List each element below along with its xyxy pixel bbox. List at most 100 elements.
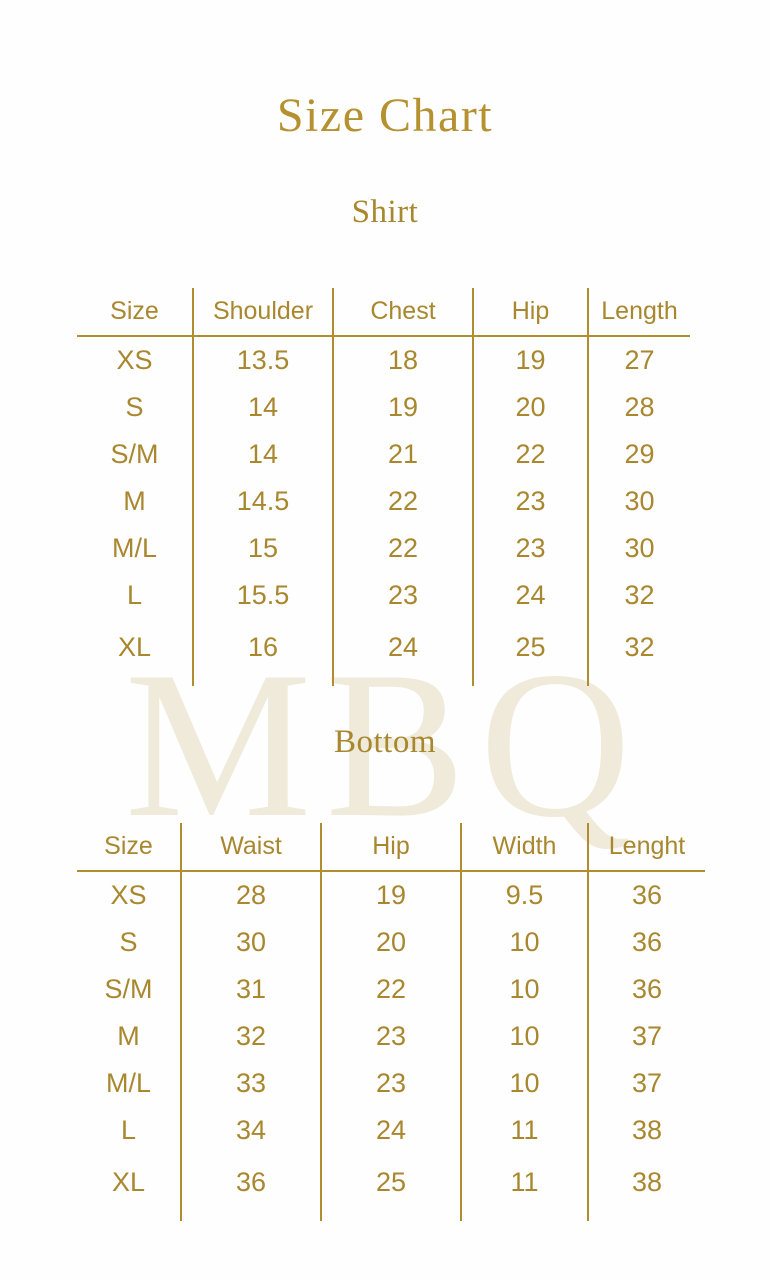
- cell-shoulder: 16: [193, 619, 334, 686]
- cell-size: XL: [77, 1154, 182, 1221]
- section-heading-bottom: Bottom: [333, 724, 437, 760]
- column-header-hip: Hip: [321, 823, 462, 872]
- cell-width: 11: [461, 1154, 589, 1221]
- table-row: M/L 33 23 10 37: [77, 1060, 705, 1107]
- column-header-length: Lenght: [588, 823, 705, 872]
- column-header-hip: Hip: [473, 288, 589, 337]
- cell-hip: 24: [321, 1107, 462, 1154]
- cell-size: M: [77, 1013, 182, 1060]
- cell-size: XS: [77, 871, 182, 919]
- size-table-shirt: Size Shoulder Chest Hip Length XS 13.5 1…: [77, 288, 690, 686]
- cell-shoulder: 13.5: [193, 336, 334, 384]
- cell-hip: 23: [473, 478, 589, 525]
- table-row: M 14.5 22 23 30: [77, 478, 690, 525]
- cell-hip: 23: [321, 1060, 462, 1107]
- cell-chest: 21: [333, 431, 474, 478]
- table-row: S 30 20 10 36: [77, 919, 705, 966]
- cell-length: 32: [624, 632, 655, 662]
- column-header-size: Size: [77, 823, 182, 872]
- table-row: L 15.5 23 24 32: [77, 572, 690, 619]
- table-row: XS 13.5 18 19 27: [77, 336, 690, 384]
- cell-length: 28: [624, 392, 655, 422]
- cell-width: 11: [461, 1107, 589, 1154]
- cell-waist: 30: [181, 919, 322, 966]
- cell-shoulder: 15.5: [193, 572, 334, 619]
- cell-width: 9.5: [461, 871, 589, 919]
- cell-length: 29: [624, 439, 655, 469]
- column-header-shoulder: Shoulder: [193, 288, 334, 337]
- cell-length: 38: [631, 1115, 663, 1145]
- cell-hip: 24: [473, 572, 589, 619]
- cell-width: 10: [461, 966, 589, 1013]
- cell-hip: 23: [321, 1013, 462, 1060]
- cell-shoulder: 14: [193, 384, 334, 431]
- cell-hip: 20: [321, 919, 462, 966]
- table-row: S/M 14 21 22 29: [77, 431, 690, 478]
- column-header-waist: Waist: [181, 823, 322, 872]
- column-header-chest: Chest: [333, 288, 474, 337]
- cell-waist: 32: [181, 1013, 322, 1060]
- cell-size: L: [77, 1107, 182, 1154]
- table-header-row: Size Waist Hip Width Lenght: [77, 823, 705, 872]
- cell-hip: 25: [321, 1154, 462, 1221]
- cell-length: 36: [631, 880, 663, 910]
- cell-size: S: [77, 384, 194, 431]
- section-heading-shirt: Shirt: [351, 194, 419, 230]
- column-header-width: Width: [461, 823, 589, 872]
- cell-width: 10: [461, 1060, 589, 1107]
- cell-hip: 20: [473, 384, 589, 431]
- cell-length: 36: [631, 974, 663, 1004]
- table-row: L 34 24 11 38: [77, 1107, 705, 1154]
- page-title: Size Chart: [276, 89, 494, 142]
- column-header-length: Length: [588, 288, 690, 337]
- cell-size: L: [77, 572, 194, 619]
- cell-size: XL: [77, 619, 194, 686]
- cell-waist: 28: [181, 871, 322, 919]
- cell-hip: 22: [473, 431, 589, 478]
- table-header-row: Size Shoulder Chest Hip Length: [77, 288, 690, 337]
- cell-waist: 33: [181, 1060, 322, 1107]
- column-header-size: Size: [77, 288, 194, 337]
- cell-hip: 23: [473, 525, 589, 572]
- cell-width: 10: [461, 919, 589, 966]
- table-row: XL 36 25 11 38: [77, 1154, 705, 1221]
- size-table-bottom: Size Waist Hip Width Lenght XS 28 19 9.5…: [77, 823, 705, 1221]
- table-row: M/L 15 22 23 30: [77, 525, 690, 572]
- cell-size: XS: [77, 336, 194, 384]
- table-row: XL 16 24 25 32: [77, 619, 690, 686]
- cell-width: 10: [461, 1013, 589, 1060]
- cell-size: S/M: [77, 431, 194, 478]
- table-row: S/M 31 22 10 36: [77, 966, 705, 1013]
- table-row: M 32 23 10 37: [77, 1013, 705, 1060]
- cell-hip: 25: [473, 619, 589, 686]
- table-row: S 14 19 20 28: [77, 384, 690, 431]
- cell-chest: 22: [333, 478, 474, 525]
- cell-size: M/L: [77, 525, 194, 572]
- table-row: XS 28 19 9.5 36: [77, 871, 705, 919]
- cell-size: S/M: [77, 966, 182, 1013]
- cell-chest: 23: [333, 572, 474, 619]
- cell-chest: 18: [333, 336, 474, 384]
- cell-shoulder: 14.5: [193, 478, 334, 525]
- cell-waist: 36: [181, 1154, 322, 1221]
- cell-length: 37: [631, 1021, 663, 1051]
- cell-size: S: [77, 919, 182, 966]
- cell-length: 37: [631, 1068, 663, 1098]
- cell-size: M/L: [77, 1060, 182, 1107]
- cell-length: 30: [624, 533, 655, 563]
- cell-length: 36: [631, 927, 663, 957]
- cell-hip: 19: [321, 871, 462, 919]
- cell-hip: 19: [473, 336, 589, 384]
- cell-shoulder: 15: [193, 525, 334, 572]
- cell-size: M: [77, 478, 194, 525]
- cell-waist: 34: [181, 1107, 322, 1154]
- cell-length: 32: [624, 580, 655, 610]
- cell-length: 38: [631, 1167, 663, 1197]
- cell-chest: 22: [333, 525, 474, 572]
- cell-hip: 22: [321, 966, 462, 1013]
- cell-length: 27: [624, 345, 655, 375]
- cell-chest: 24: [333, 619, 474, 686]
- cell-shoulder: 14: [193, 431, 334, 478]
- cell-length: 30: [624, 486, 655, 516]
